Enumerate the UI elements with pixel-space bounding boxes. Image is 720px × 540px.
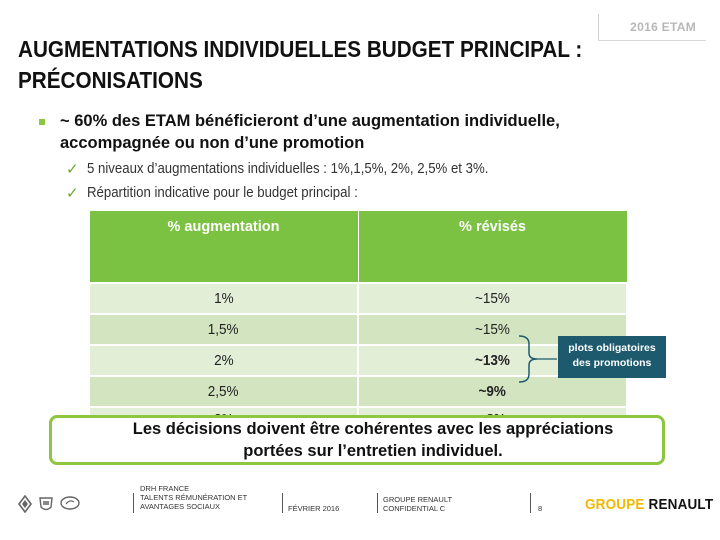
callout-box <box>49 415 665 465</box>
callout-line2: portées sur l’entretien individuel. <box>243 442 503 460</box>
sub-bullet: 5 niveaux d’augmentations individuelles … <box>87 160 489 177</box>
table-cell: 2,5% <box>88 375 359 408</box>
main-bullet-line2: accompagnée ou non d’une promotion <box>60 134 365 152</box>
brand-wordmark: GROUPE RENAULT <box>585 496 713 513</box>
renault-logo-icon <box>18 495 32 513</box>
footer-divider <box>133 493 134 513</box>
slide-title-line2: PRÉCONISATIONS <box>18 67 203 93</box>
cell-value: 1% <box>213 290 234 307</box>
table-cell: ~9% <box>357 375 628 408</box>
header-divider <box>598 40 706 41</box>
cell-value: ~13% <box>475 352 510 369</box>
table-row: 2,5% ~9% <box>88 375 628 408</box>
footer-company-line1: GROUPE RENAULT <box>383 495 453 504</box>
footer-department-line1: DRH FRANCE <box>140 484 190 493</box>
footer-company-line2: CONFIDENTIAL C <box>383 504 446 513</box>
dacia-logo-icon <box>39 497 53 511</box>
cell-value: 1,5% <box>208 321 239 338</box>
footer-date: FÉVRIER 2016 <box>288 504 340 513</box>
cell-value: ~15% <box>475 290 510 307</box>
cell-value: ~15% <box>475 321 510 338</box>
brand-wordmark-part2: RENAULT <box>644 496 714 513</box>
table-cell: 1% <box>88 282 359 315</box>
table-row: 1,5% ~15% <box>88 313 628 346</box>
column-header-revises: % révisés <box>357 210 628 284</box>
cell-value: 2% <box>213 352 234 369</box>
table-cell: 2% <box>88 344 359 377</box>
main-bullet: ~ 60% des ETAM bénéficieront d’une augme… <box>60 110 620 154</box>
table-row: 1% ~15% <box>88 282 628 315</box>
cell-value: 2,5% <box>208 383 239 400</box>
table-header-row: % augmentation % révisés <box>88 210 628 284</box>
document-tag: 2016 ETAM <box>598 14 706 40</box>
footer-department-line2: TALENTS RÉMUNÉRATION ET <box>140 493 248 502</box>
cell-value: ~9% <box>478 383 507 400</box>
sub-bullet: Répartition indicative pour le budget pr… <box>87 184 358 201</box>
footer-department: DRH FRANCE TALENTS RÉMUNÉRATION ET AVANT… <box>140 484 247 511</box>
lada-logo-icon <box>60 496 80 510</box>
bullet-marker <box>39 119 45 125</box>
brace-icon <box>518 335 557 383</box>
checkmark-icon: ✓ <box>66 185 79 202</box>
promotion-note-line1: plots obligatoires <box>568 342 656 354</box>
footer-department-line3: AVANTAGES SOCIAUX <box>140 502 221 511</box>
slide-title: AUGMENTATIONS INDIVIDUELLES BUDGET PRINC… <box>18 34 594 96</box>
checkmark-icon: ✓ <box>66 161 79 178</box>
main-bullet-line1: ~ 60% des ETAM bénéficieront d’une augme… <box>60 112 560 130</box>
footer-divider <box>530 493 531 513</box>
footer-divider <box>282 493 283 513</box>
footer-divider <box>377 493 378 513</box>
slide-title-line1: AUGMENTATIONS INDIVIDUELLES BUDGET PRINC… <box>18 36 583 62</box>
table-cell: ~15% <box>357 282 628 315</box>
promotion-note-box: plots obligatoires des promotions <box>558 336 666 378</box>
footer-company: GROUPE RENAULT CONFIDENTIAL C <box>383 495 452 513</box>
table-cell: ~15% <box>357 313 628 346</box>
promotion-note-line2: des promotions <box>572 357 652 369</box>
column-header-augmentation: % augmentation <box>88 210 359 284</box>
callout-line1: Les décisions doivent être cohérentes av… <box>132 420 614 438</box>
page-number: 8 <box>538 504 543 513</box>
document-tag-label: 2016 ETAM <box>630 20 696 34</box>
brand-wordmark-part1: GROUPE <box>585 496 645 513</box>
callout-text: Les décisions doivent être cohérentes av… <box>58 418 688 462</box>
distribution-table: % augmentation % révisés 1% ~15% 1,5% ~1… <box>88 210 628 432</box>
table-cell: 1,5% <box>88 313 359 346</box>
